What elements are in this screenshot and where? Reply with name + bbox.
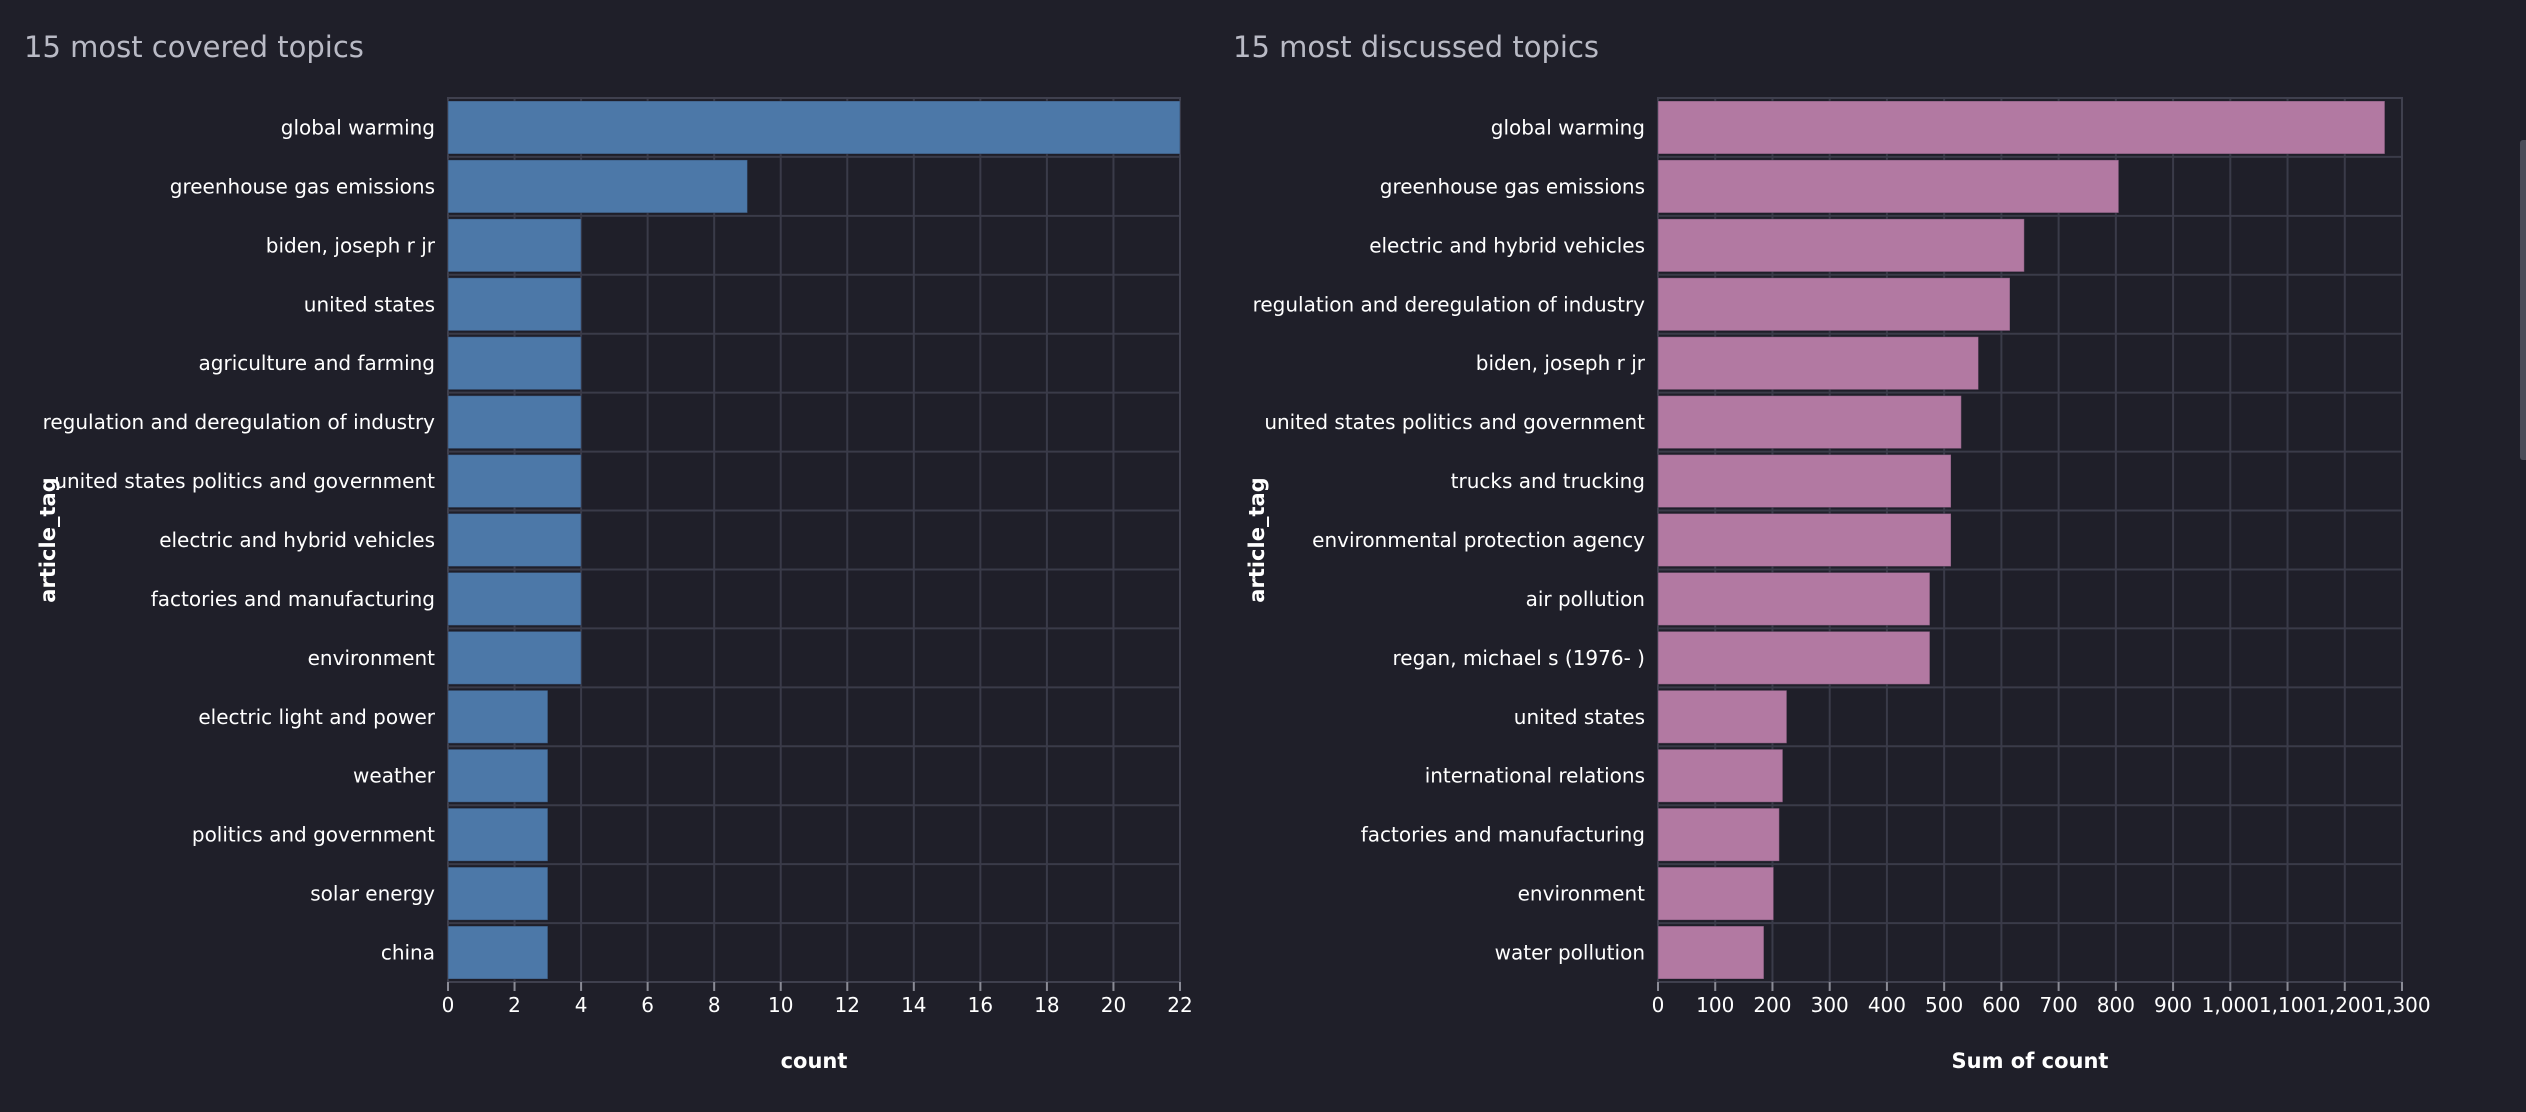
page-scrollbar[interactable] (2520, 140, 2526, 460)
bar-united-states (447, 277, 582, 332)
bar-international-relations (1657, 748, 1784, 803)
x-tick-label: 10 (768, 993, 793, 1017)
bar-water-pollution (1657, 925, 1765, 980)
y-tick-label: global warming (281, 115, 435, 139)
chart-title-discussed: 15 most discussed topics (1233, 30, 1600, 64)
x-tick-label: 14 (901, 993, 926, 1017)
bar-agriculture-and-farming (447, 336, 582, 391)
y-tick-label: environment (308, 646, 436, 670)
x-axis-title: count (781, 1049, 848, 1073)
bar-china (447, 925, 549, 980)
x-tick-label: 800 (2097, 993, 2135, 1017)
y-tick-label: electric and hybrid vehicles (159, 528, 435, 552)
x-tick-label: 200 (1753, 993, 1791, 1017)
y-tick-label: global warming (1491, 115, 1645, 139)
y-tick-label: water pollution (1495, 941, 1645, 965)
x-tick-label: 0 (1652, 993, 1665, 1017)
y-tick-label: regulation and deregulation of industry (43, 410, 436, 434)
bar-united-states (1657, 689, 1788, 744)
y-tick-label: greenhouse gas emissions (170, 174, 435, 198)
bar-politics-and-government (447, 807, 549, 862)
x-tick-label: 1,000 (2202, 993, 2259, 1017)
x-tick-label: 6 (641, 993, 654, 1017)
x-axis-title: Sum of count (1952, 1049, 2109, 1073)
bar-biden-joseph-r-jr (1657, 336, 1979, 391)
x-tick-label: 2 (508, 993, 521, 1017)
y-tick-label: electric and hybrid vehicles (1369, 233, 1645, 257)
bar-trucks-and-trucking (1657, 454, 1952, 509)
x-tick-label: 1,300 (2373, 993, 2430, 1017)
bar-electric-and-hybrid-vehicles (447, 513, 582, 567)
bar-environment (1657, 866, 1775, 921)
x-tick-label: 300 (1811, 993, 1849, 1017)
x-tick-label: 22 (1167, 993, 1192, 1017)
x-tick-label: 12 (835, 993, 860, 1017)
bar-greenhouse-gas-emissions (1657, 159, 2120, 214)
y-tick-label: united states politics and government (54, 469, 435, 493)
y-tick-label: biden, joseph r jr (266, 233, 436, 257)
x-tick-label: 16 (968, 993, 993, 1017)
x-tick-label: 8 (708, 993, 721, 1017)
x-tick-label: 700 (2040, 993, 2078, 1017)
y-tick-label: weather (353, 764, 436, 788)
x-tick-label: 4 (575, 993, 588, 1017)
bar-solar-energy (447, 866, 549, 921)
bar-environment (447, 630, 582, 685)
x-tick-label: 400 (1868, 993, 1906, 1017)
y-tick-label: electric light and power (198, 705, 435, 729)
bar-global-warming (1657, 100, 2386, 155)
y-tick-label: united states politics and government (1264, 410, 1645, 434)
bars (1657, 100, 2386, 980)
y-tick-label: agriculture and farming (199, 351, 435, 375)
y-tick-label: united states (1514, 705, 1645, 729)
y-tick-label: united states (304, 292, 435, 316)
x-tick-label: 18 (1034, 993, 1059, 1017)
bar-electric-and-hybrid-vehicles (1657, 218, 2025, 273)
bar-environmental-protection-agency (1657, 513, 1952, 567)
bar-greenhouse-gas-emissions (447, 159, 748, 214)
y-tick-label: environmental protection agency (1312, 528, 1645, 552)
x-tick-label: 1,200 (2316, 993, 2373, 1017)
bar-factories-and-manufacturing (1657, 807, 1780, 862)
y-tick-label: regan, michael s (1976- ) (1393, 646, 1645, 670)
bar-regulation-and-deregulation-of-industry (447, 395, 582, 450)
y-tick-label: china (381, 941, 435, 965)
y-axis-title: article_tag (36, 477, 60, 602)
bar-weather (447, 748, 549, 803)
y-axis-title: article_tag (1245, 477, 1269, 602)
x-tick-label: 0 (442, 993, 455, 1017)
chart-title-covered: 15 most covered topics (24, 30, 364, 64)
x-tick-label: 100 (1696, 993, 1734, 1017)
y-tick-label: air pollution (1526, 587, 1645, 611)
bar-united-states-politics-and-government (447, 454, 582, 509)
x-tick-label: 900 (2154, 993, 2192, 1017)
bar-regulation-and-deregulation-of-industry (1657, 277, 2011, 332)
bar-chart-covered: global warming greenhouse gas emissions bi… (36, 97, 1193, 1073)
y-tick-label: international relations (1425, 764, 1645, 788)
bar-regan-michael-s-1976 (1657, 630, 1931, 685)
bars (447, 100, 1181, 980)
x-tick-label: 500 (1925, 993, 1963, 1017)
bar-electric-light-and-power (447, 689, 549, 744)
y-tick-label: biden, joseph r jr (1476, 351, 1646, 375)
y-tick-label: solar energy (310, 882, 435, 906)
x-tick-label: 1,100 (2259, 993, 2316, 1017)
y-tick-label: greenhouse gas emissions (1380, 174, 1645, 198)
y-tick-label: politics and government (192, 823, 435, 847)
bar-global-warming (447, 100, 1181, 155)
y-tick-label: factories and manufacturing (151, 587, 435, 611)
x-tick-label: 600 (1982, 993, 2020, 1017)
y-tick-label: environment (1518, 882, 1646, 906)
bar-biden-joseph-r-jr (447, 218, 582, 273)
bar-air-pollution (1657, 571, 1931, 626)
x-tick-label: 20 (1101, 993, 1126, 1017)
y-tick-label: trucks and trucking (1451, 469, 1645, 493)
bar-factories-and-manufacturing (447, 571, 582, 626)
y-tick-label: regulation and deregulation of industry (1253, 292, 1646, 316)
y-tick-label: factories and manufacturing (1361, 823, 1645, 847)
bar-united-states-politics-and-government (1657, 395, 1962, 450)
